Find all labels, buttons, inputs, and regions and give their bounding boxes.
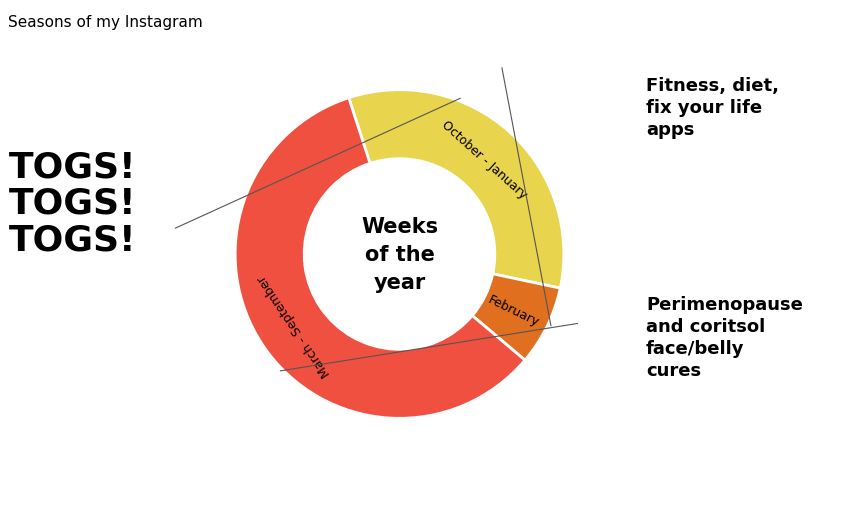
Text: TOGS!
TOGS!
TOGS!: TOGS! TOGS! TOGS! [8, 150, 136, 257]
Text: Weeks
of the
year: Weeks of the year [361, 216, 438, 293]
Text: October - January: October - January [439, 119, 530, 202]
Text: Perimenopause
and coritsol
face/belly
cures: Perimenopause and coritsol face/belly cu… [646, 295, 803, 380]
Wedge shape [473, 274, 560, 360]
Text: March - September: March - September [255, 272, 332, 379]
Wedge shape [348, 91, 564, 289]
Wedge shape [235, 99, 525, 418]
Text: Seasons of my Instagram: Seasons of my Instagram [8, 15, 203, 30]
Text: February: February [486, 293, 541, 328]
Text: Fitness, diet,
fix your life
apps: Fitness, diet, fix your life apps [646, 76, 779, 138]
